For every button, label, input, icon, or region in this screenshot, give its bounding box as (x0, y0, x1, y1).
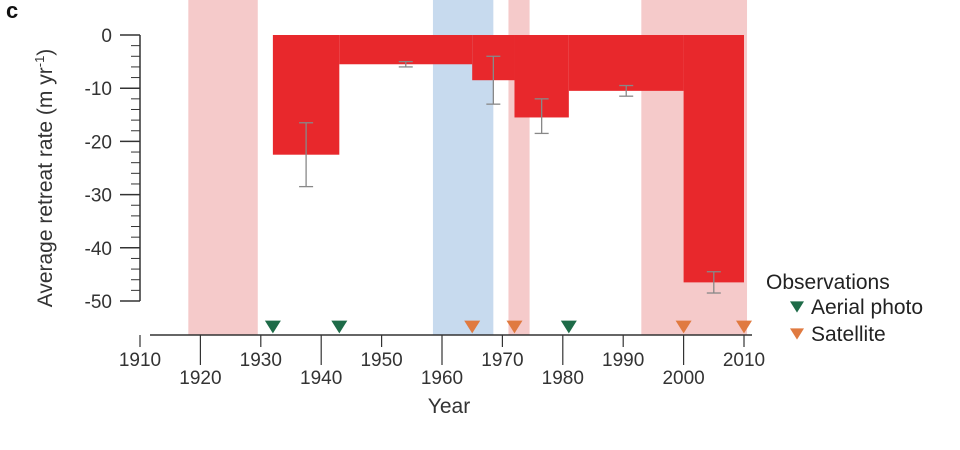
retreat-bar (568, 35, 684, 91)
error-bar (534, 98, 549, 135)
error-bar (299, 122, 314, 188)
x-axis: 1910 1920 1930 1940 1950 1960 1970 1980 1990 2000… (119, 334, 765, 389)
legend-label: Aerial photo (811, 296, 923, 319)
legend-items: Aerial photo Satellite (790, 296, 923, 346)
y-tick-label: -50 (85, 292, 112, 313)
legend-marker (790, 301, 804, 313)
legend-label: Satellite (811, 323, 886, 346)
observation-marker (331, 320, 348, 334)
observation-markers (264, 320, 752, 334)
x-tick-label: 1980 (542, 368, 584, 389)
panel-label: c (6, 0, 18, 23)
y-tick-label: -20 (85, 132, 112, 153)
retreat-bar (683, 35, 744, 283)
observation-marker (264, 320, 281, 334)
legend: Observations Aerial photo Satellite (766, 271, 923, 346)
observation-marker (506, 320, 523, 334)
y-tick-label: -10 (85, 79, 112, 100)
observation-marker (464, 320, 481, 334)
x-tick-label: 1910 (119, 350, 161, 371)
x-tick-label: 1940 (300, 368, 342, 389)
y-axis-title-superscript: -1 (32, 56, 47, 68)
error-bar (486, 55, 501, 105)
y-axis-title: Average retreat rate (m yr-1) (32, 49, 57, 308)
x-tick-label: 1960 (421, 368, 463, 389)
x-tick-label: 1950 (360, 350, 402, 371)
y-axis: 0 -10 -20 -30 -40 -50 (85, 26, 141, 313)
legend-marker (790, 328, 804, 340)
y-tick-label: 0 (101, 26, 112, 47)
x-tick-label: 2000 (662, 368, 704, 389)
legend-title: Observations (766, 271, 890, 294)
y-axis-title-main: Average retreat rate (m yr (34, 67, 57, 307)
observation-marker (736, 320, 752, 334)
x-tick-label: 2010 (723, 350, 765, 371)
retreat-bar (339, 35, 473, 65)
y-axis-title-close: ) (34, 49, 57, 56)
x-axis-title: Year (428, 395, 470, 418)
x-tick-label: 1930 (240, 350, 282, 371)
observation-marker (675, 320, 692, 334)
x-tick-label: 1990 (602, 350, 644, 371)
observation-marker (560, 320, 577, 334)
x-tick-label: 1920 (179, 368, 221, 389)
x-tick-label: 1970 (481, 350, 523, 371)
error-bar (619, 84, 634, 97)
error-bar (398, 60, 413, 68)
shaded-period (188, 0, 258, 335)
y-tick-label: -40 (85, 239, 112, 260)
error-bar (706, 271, 721, 294)
error-bars (299, 55, 721, 294)
y-tick-label: -30 (85, 186, 112, 207)
